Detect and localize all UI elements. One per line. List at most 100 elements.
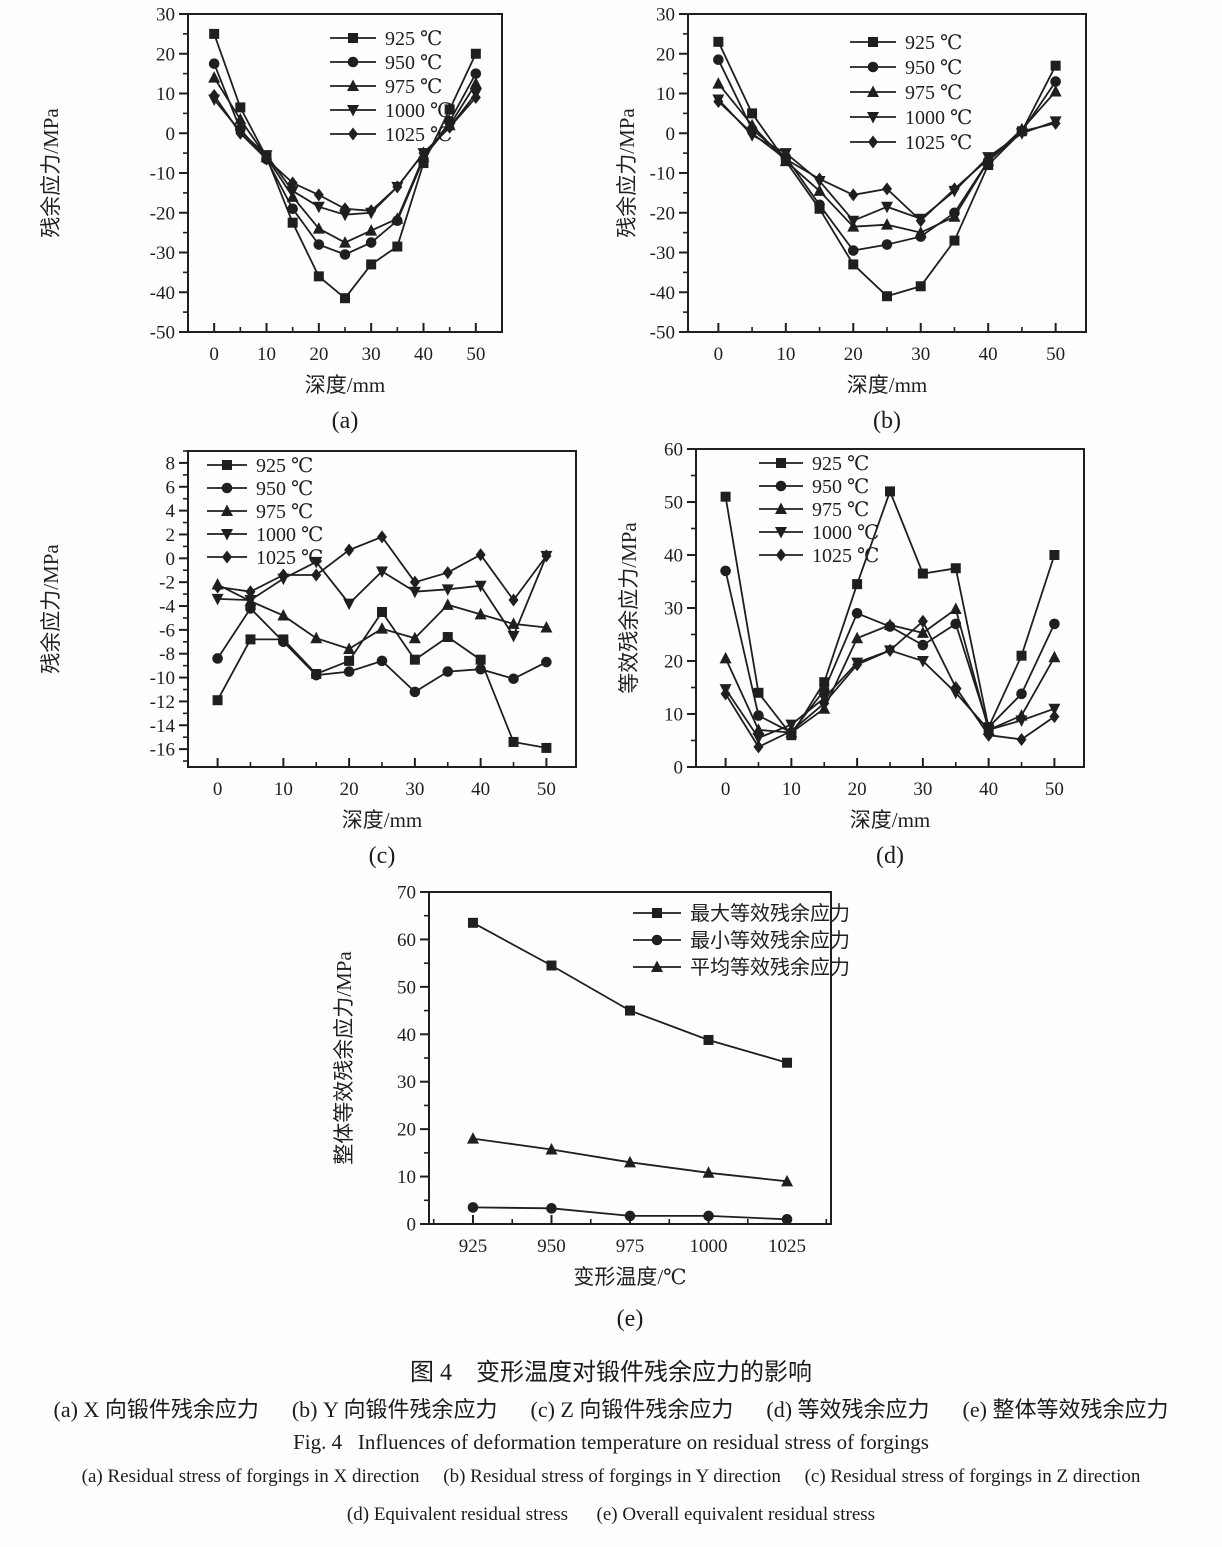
svg-text:0: 0 bbox=[166, 124, 176, 145]
svg-text:975 ℃: 975 ℃ bbox=[905, 82, 962, 104]
svg-text:-30: -30 bbox=[150, 243, 175, 264]
chart-c: 0 10 20 30 40 50 -16 -14 -12 -10 -8 -6 -4 -2 0 2 4 6 8 深度/m… bbox=[22, 437, 622, 870]
svg-text:-8: -8 bbox=[159, 644, 175, 665]
svg-text:40: 40 bbox=[414, 344, 433, 365]
svg-text:975 ℃: 975 ℃ bbox=[812, 499, 869, 521]
svg-text:925 ℃: 925 ℃ bbox=[256, 455, 313, 477]
svg-text:925 ℃: 925 ℃ bbox=[385, 28, 442, 50]
svg-text:平均等效残余应力: 平均等效残余应力 bbox=[690, 956, 850, 979]
caption-cn-title: 图 4 变形温度对锻件残余应力的影响 bbox=[410, 1360, 812, 1386]
svg-text:50: 50 bbox=[1045, 779, 1064, 800]
svg-text:70: 70 bbox=[397, 883, 416, 904]
svg-text:30: 30 bbox=[913, 779, 932, 800]
svg-text:950 ℃: 950 ℃ bbox=[812, 476, 869, 498]
svg-text:-20: -20 bbox=[150, 203, 175, 224]
svg-text:0: 0 bbox=[721, 779, 731, 800]
svg-text:975: 975 bbox=[616, 1236, 645, 1257]
svg-text:925 ℃: 925 ℃ bbox=[812, 453, 869, 475]
svg-text:-50: -50 bbox=[650, 323, 675, 344]
svg-text:-10: -10 bbox=[150, 164, 175, 185]
svg-text:深度/mm: 深度/mm bbox=[305, 373, 386, 397]
svg-text:深度/mm: 深度/mm bbox=[850, 808, 931, 832]
svg-text:0: 0 bbox=[213, 779, 223, 800]
svg-text:20: 20 bbox=[848, 779, 867, 800]
svg-text:10: 10 bbox=[782, 779, 801, 800]
svg-text:975 ℃: 975 ℃ bbox=[256, 501, 313, 523]
svg-text:40: 40 bbox=[397, 1025, 416, 1046]
svg-text:深度/mm: 深度/mm bbox=[342, 808, 423, 832]
svg-text:1000 ℃: 1000 ℃ bbox=[905, 107, 972, 129]
svg-text:10: 10 bbox=[156, 84, 175, 105]
svg-text:10: 10 bbox=[257, 344, 276, 365]
svg-text:60: 60 bbox=[664, 440, 683, 461]
svg-text:10: 10 bbox=[664, 705, 683, 726]
svg-text:-40: -40 bbox=[650, 283, 675, 304]
svg-text:1000: 1000 bbox=[690, 1236, 728, 1257]
caption-en-title: Fig. 4 Influences of deformation tempera… bbox=[293, 1430, 929, 1454]
chart-d-canvas: 0 10 20 30 40 50 0 10 20 30 40 50 60 深度/mm 等效残余应力/MPa 9… bbox=[617, 440, 1085, 832]
svg-text:10: 10 bbox=[656, 84, 675, 105]
svg-text:975 ℃: 975 ℃ bbox=[385, 76, 442, 98]
svg-text:50: 50 bbox=[397, 977, 416, 998]
svg-text:950 ℃: 950 ℃ bbox=[256, 478, 313, 500]
svg-text:残余应力/MPa: 残余应力/MPa bbox=[39, 108, 63, 238]
chart-d: 0 10 20 30 40 50 0 10 20 30 40 50 60 深度/mm 等效残余应力/MPa 9… bbox=[612, 437, 1212, 870]
svg-text:50: 50 bbox=[466, 344, 485, 365]
chart-e: 925 950 975 1000 1025 0 10 20 30 40 50 60 70 变形温度/℃ 整体… bbox=[311, 872, 911, 1333]
svg-text:950: 950 bbox=[537, 1236, 566, 1257]
svg-text:最大等效残余应力: 最大等效残余应力 bbox=[690, 902, 850, 925]
svg-text:-10: -10 bbox=[650, 164, 675, 185]
svg-text:-40: -40 bbox=[150, 283, 175, 304]
chart-c-canvas: 0 10 20 30 40 50 -16 -14 -12 -10 -8 -6-4 -2 0 2 4 6 8 深度/m… bbox=[39, 450, 577, 832]
svg-text:0: 0 bbox=[209, 344, 219, 365]
svg-text:10: 10 bbox=[776, 344, 795, 365]
svg-text:-20: -20 bbox=[650, 203, 675, 224]
chart-a-canvas: 0 10 20 30 40 50 -50 -40 -30 -20 -10 0 10 20 30 深度/mm 残余… bbox=[39, 5, 503, 397]
svg-text:0: 0 bbox=[674, 758, 684, 779]
svg-text:10: 10 bbox=[397, 1167, 416, 1188]
svg-text:40: 40 bbox=[979, 344, 998, 365]
svg-text:深度/mm: 深度/mm bbox=[847, 373, 928, 397]
svg-text:1025 ℃: 1025 ℃ bbox=[256, 547, 323, 569]
svg-text:1000 ℃: 1000 ℃ bbox=[812, 522, 879, 544]
chart-a: 0 10 20 30 40 50 -50 -40 -30 -20 -10 0 10 20 30 深度/mm 残余… bbox=[22, 2, 622, 435]
chart-a-sublabel: (a) bbox=[331, 408, 359, 434]
svg-text:60: 60 bbox=[397, 930, 416, 951]
svg-text:0: 0 bbox=[407, 1215, 417, 1236]
svg-text:50: 50 bbox=[1046, 344, 1065, 365]
svg-text:20: 20 bbox=[309, 344, 328, 365]
svg-text:0: 0 bbox=[714, 344, 724, 365]
svg-text:1025 ℃: 1025 ℃ bbox=[812, 545, 879, 567]
chart-b-sublabel: (b) bbox=[873, 408, 901, 434]
svg-text:1000 ℃: 1000 ℃ bbox=[256, 524, 323, 546]
svg-text:残余应力/MPa: 残余应力/MPa bbox=[39, 544, 63, 674]
svg-text:950 ℃: 950 ℃ bbox=[385, 52, 442, 74]
svg-text:8: 8 bbox=[166, 453, 176, 474]
svg-text:20: 20 bbox=[844, 344, 863, 365]
chart-d-sublabel: (d) bbox=[876, 843, 904, 869]
caption-en-sublabels-2: (d) Equivalent residual stress (e) Overa… bbox=[346, 1504, 876, 1525]
svg-text:-6: -6 bbox=[159, 620, 175, 641]
svg-text:1025: 1025 bbox=[768, 1236, 806, 1257]
svg-text:0: 0 bbox=[166, 549, 176, 570]
caption-en-sublabels-1: (a) Residual stress of forgings in X dir… bbox=[81, 1466, 1141, 1487]
svg-text:最小等效残余应力: 最小等效残余应力 bbox=[690, 929, 850, 952]
svg-text:20: 20 bbox=[397, 1120, 416, 1141]
svg-text:40: 40 bbox=[979, 779, 998, 800]
svg-text:0: 0 bbox=[666, 124, 676, 145]
caption-cn-sublabels: (a) X 向锻件残余应力 (b) Y 向锻件残余应力 (c) Z 向锻件残余应… bbox=[53, 1397, 1169, 1422]
svg-text:残余应力/MPa: 残余应力/MPa bbox=[615, 108, 639, 238]
svg-text:变形温度/℃: 变形温度/℃ bbox=[573, 1265, 686, 1289]
svg-text:30: 30 bbox=[362, 344, 381, 365]
chart-b-canvas: 0 10 20 30 40 50 -50 -40 -30 -20 -10 0 10 20 30 深度/mm 残余… bbox=[615, 5, 1087, 397]
svg-text:1025 ℃: 1025 ℃ bbox=[905, 132, 972, 154]
svg-text:-12: -12 bbox=[150, 692, 175, 713]
svg-text:20: 20 bbox=[656, 44, 675, 65]
svg-text:20: 20 bbox=[664, 652, 683, 673]
svg-text:20: 20 bbox=[156, 44, 175, 65]
svg-text:6: 6 bbox=[166, 477, 176, 498]
svg-text:40: 40 bbox=[471, 779, 490, 800]
svg-text:-2: -2 bbox=[159, 573, 175, 594]
svg-text:-30: -30 bbox=[650, 243, 675, 264]
